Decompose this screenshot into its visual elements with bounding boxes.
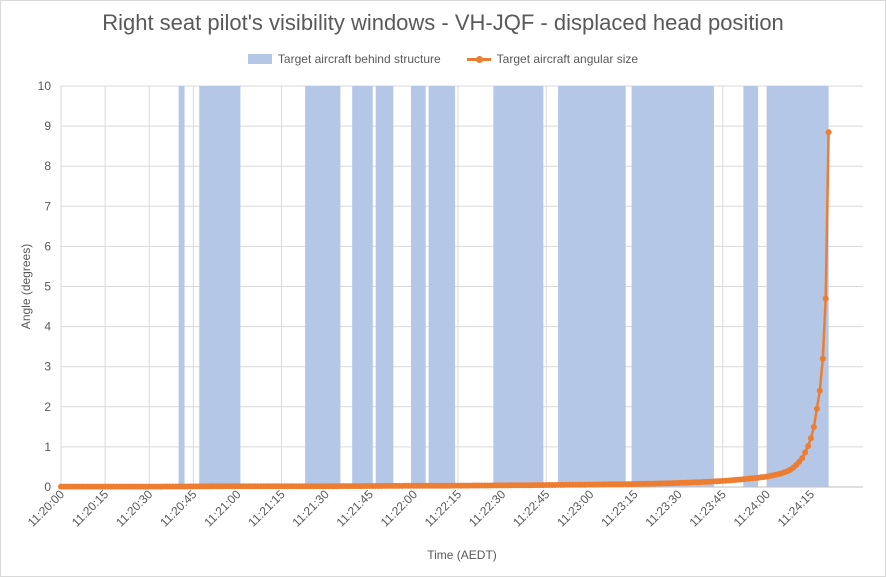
structure-window-bar — [411, 86, 426, 487]
legend-label-structure: Target aircraft behind structure — [277, 52, 441, 66]
y-tick-label: 5 — [44, 280, 51, 294]
structure-window-bar — [428, 86, 456, 487]
x-tick-label: 11:22:30 — [466, 487, 509, 530]
angular-size-point — [825, 129, 832, 136]
legend-item-angular-size: Target aircraft angular size — [466, 52, 639, 66]
x-tick-label: 11:21:15 — [245, 487, 288, 530]
x-tick-label: 11:22:15 — [422, 487, 465, 530]
y-tick-label: 9 — [44, 119, 51, 133]
legend-label-angular-size: Target aircraft angular size — [496, 52, 639, 66]
x-tick-label: 11:22:45 — [510, 487, 553, 530]
y-axis-title: Angle (degrees) — [19, 244, 33, 329]
structure-window-bar — [493, 86, 544, 487]
angular-size-point — [805, 443, 812, 450]
angular-size-point — [808, 435, 814, 442]
y-tick-label: 2 — [44, 400, 51, 414]
y-tick-label: 4 — [44, 320, 51, 334]
x-tick-label: 11:23:15 — [598, 487, 641, 530]
x-tick-label: 11:24:15 — [775, 487, 818, 530]
y-tick-label: 8 — [44, 159, 51, 173]
chart-legend: Target aircraft behind structure Target … — [0, 52, 886, 66]
x-tick-label: 11:23:30 — [642, 487, 685, 530]
legend-item-structure: Target aircraft behind structure — [247, 52, 441, 66]
angular-size-point — [799, 455, 806, 462]
structure-window-bar — [631, 86, 714, 487]
angular-size-point — [819, 355, 826, 362]
x-tick-label: 11:23:45 — [687, 487, 730, 530]
structure-window-bar — [178, 86, 185, 487]
x-tick-label: 11:22:00 — [378, 487, 421, 530]
angular-size-point — [816, 387, 823, 394]
angular-size-point — [802, 449, 809, 456]
x-tick-label: 11:21:45 — [334, 487, 377, 530]
structure-window-bar — [199, 86, 241, 487]
x-tick-label: 11:21:00 — [201, 487, 244, 530]
y-tick-label: 10 — [38, 79, 52, 93]
y-tick-label: 6 — [44, 239, 51, 253]
x-tick-label: 11:21:30 — [290, 487, 333, 530]
x-axis-title: Time (AEDT) — [427, 548, 497, 562]
x-tick-label: 11:20:45 — [157, 487, 200, 530]
structure-window-bar — [352, 86, 373, 487]
structure-window-bar — [305, 86, 341, 487]
x-tick-label: 11:23:00 — [554, 487, 597, 530]
angular-size-point — [822, 295, 829, 302]
structure-window-bar — [743, 86, 759, 487]
legend-swatch-angular-size — [466, 54, 491, 64]
angular-size-point — [810, 423, 817, 430]
x-tick-label: 11:24:00 — [731, 487, 774, 530]
y-tick-label: 3 — [44, 360, 51, 374]
y-tick-label: 0 — [44, 480, 51, 494]
x-tick-label: 11:20:30 — [113, 487, 156, 530]
y-tick-label: 7 — [44, 199, 51, 213]
angular-size-point — [813, 405, 820, 412]
structure-window-bar — [766, 86, 829, 487]
legend-swatch-structure — [247, 54, 272, 64]
y-tick-label: 1 — [44, 440, 51, 454]
structure-window-bar — [558, 86, 626, 487]
structure-window-bar — [375, 86, 394, 487]
chart-title: Right seat pilot's visibility windows - … — [102, 10, 784, 35]
x-tick-label: 11:20:15 — [69, 487, 112, 530]
